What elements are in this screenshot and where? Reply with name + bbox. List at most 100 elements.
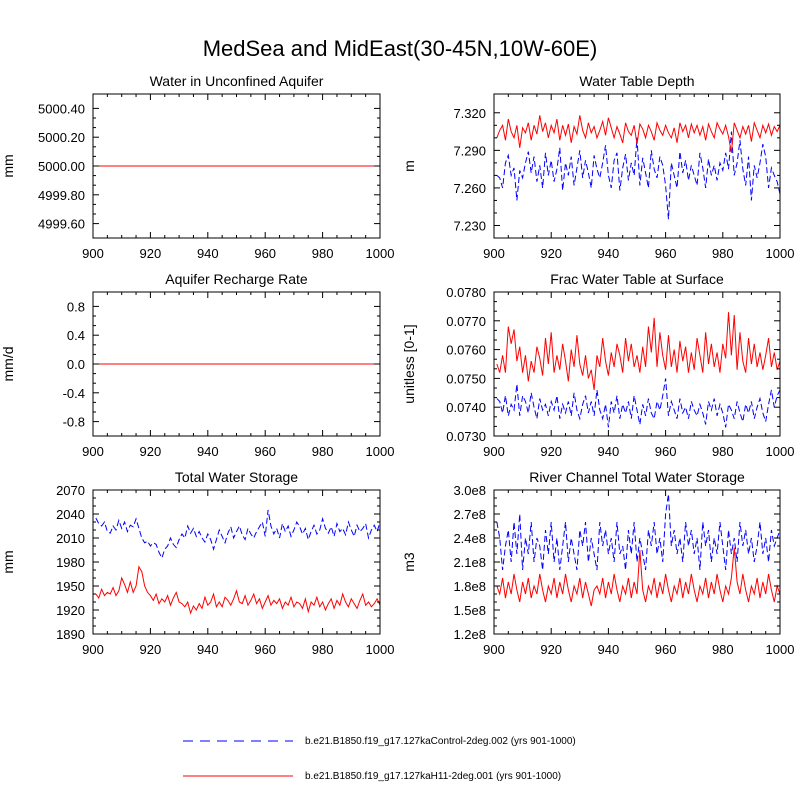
y-tick-label: 7.260 bbox=[453, 181, 486, 196]
x-tick-label: 940 bbox=[598, 642, 620, 657]
y-axis-label: m bbox=[401, 160, 417, 172]
y-tick-label: 0.0 bbox=[67, 357, 85, 372]
y-tick-label: 3.0e8 bbox=[453, 483, 486, 498]
x-tick-label: 920 bbox=[540, 642, 562, 657]
y-tick-label: 2.7e8 bbox=[453, 507, 486, 522]
legend-label-h11: b.e21.B1850.f19_g17.127kaH11-2deg.001 (y… bbox=[305, 771, 561, 782]
panel-title: Total Water Storage bbox=[175, 469, 298, 485]
x-tick-label: 980 bbox=[312, 246, 334, 261]
y-tick-label: 0.0740 bbox=[446, 400, 486, 415]
y-tick-label: 1890 bbox=[56, 627, 85, 642]
x-tick-label: 920 bbox=[140, 642, 162, 657]
series-line-h11 bbox=[496, 115, 781, 153]
plot-frame bbox=[92, 489, 381, 635]
panel-title: Water in Unconfined Aquifer bbox=[150, 73, 324, 89]
x-tick-label: 940 bbox=[598, 444, 620, 459]
x-tick-label: 940 bbox=[197, 246, 219, 261]
series-line-h11 bbox=[496, 312, 781, 390]
y-tick-label: 0.4 bbox=[67, 328, 85, 343]
x-tick-label: 940 bbox=[197, 642, 219, 657]
x-tick-label: 900 bbox=[483, 444, 505, 459]
y-tick-label: 7.290 bbox=[453, 143, 486, 158]
y-tick-label: 2070 bbox=[56, 483, 85, 498]
y-axis-label: unitless [0-1] bbox=[401, 324, 417, 403]
panel-title: River Channel Total Water Storage bbox=[529, 469, 745, 485]
x-tick-label: 960 bbox=[655, 444, 677, 459]
y-tick-label: 1980 bbox=[56, 555, 85, 570]
x-tick-label: 980 bbox=[712, 444, 734, 459]
y-tick-label: 0.0730 bbox=[446, 429, 486, 444]
y-tick-label: 2010 bbox=[56, 531, 85, 546]
series-line-h11 bbox=[496, 547, 781, 607]
y-tick-label: 7.230 bbox=[453, 218, 486, 233]
series-line-control bbox=[496, 378, 781, 428]
y-tick-label: 4999.80 bbox=[38, 188, 85, 203]
x-tick-label: 900 bbox=[483, 246, 505, 261]
series-line-control bbox=[496, 493, 781, 571]
series-line-h11 bbox=[95, 565, 381, 615]
y-tick-label: 2040 bbox=[56, 507, 85, 522]
chart-panel-p6: 900 920 940 960 980 1000 1.2e8 1.5e8 1.8e8 2.1e8 2… bbox=[401, 469, 794, 657]
x-tick-label: 940 bbox=[598, 246, 620, 261]
x-tick-label: 980 bbox=[312, 444, 334, 459]
y-tick-label: 0.0780 bbox=[446, 285, 486, 300]
x-tick-label: 1000 bbox=[766, 246, 795, 261]
x-tick-label: 900 bbox=[82, 246, 104, 261]
y-tick-label: 1950 bbox=[56, 579, 85, 594]
y-tick-label: 1.2e8 bbox=[453, 627, 486, 642]
y-tick-label: 7.320 bbox=[453, 106, 486, 121]
chart-panel-p4: 900 920 940 960 980 1000 0.0730 0.0740 0.0750 0.0… bbox=[401, 271, 794, 459]
plot-frame bbox=[493, 93, 781, 239]
y-tick-label: 1.5e8 bbox=[453, 603, 486, 618]
x-tick-label: 920 bbox=[540, 246, 562, 261]
panel-title: Aquifer Recharge Rate bbox=[165, 271, 308, 287]
y-tick-label: 4999.60 bbox=[38, 217, 85, 232]
series-line-control bbox=[496, 131, 781, 220]
y-tick-label: -0.4 bbox=[63, 386, 85, 401]
y-tick-label: -0.8 bbox=[63, 415, 85, 430]
x-tick-label: 980 bbox=[312, 642, 334, 657]
x-tick-label: 980 bbox=[712, 642, 734, 657]
y-tick-label: 2.1e8 bbox=[453, 555, 486, 570]
chart-panel-p3: 900 920 940 960 980 1000 -0.8 -0.4 0.0 0.4 0.8 Aqui… bbox=[0, 271, 394, 459]
x-tick-label: 920 bbox=[540, 444, 562, 459]
x-tick-label: 1000 bbox=[366, 444, 395, 459]
y-tick-label: 5000.00 bbox=[38, 159, 85, 174]
chart-panel-p1: 900 920 940 960 980 1000 4999.60 4999.80 5000.00… bbox=[0, 73, 394, 261]
y-axis-label: m3 bbox=[401, 552, 417, 572]
x-tick-label: 960 bbox=[254, 246, 276, 261]
x-tick-label: 920 bbox=[140, 444, 162, 459]
y-tick-label: 5000.40 bbox=[38, 101, 85, 116]
y-axis-label: mm/d bbox=[0, 347, 16, 382]
x-tick-label: 1000 bbox=[366, 642, 395, 657]
x-tick-label: 960 bbox=[254, 444, 276, 459]
chart-panel-p5: 900 920 940 960 980 1000 1890 1920 1950 1980 2010 2… bbox=[0, 469, 394, 657]
x-tick-label: 920 bbox=[140, 246, 162, 261]
y-tick-label: 0.0760 bbox=[446, 343, 486, 358]
y-tick-label: 2.4e8 bbox=[453, 531, 486, 546]
x-tick-label: 900 bbox=[82, 444, 104, 459]
series-line-control bbox=[95, 509, 381, 560]
x-tick-label: 960 bbox=[655, 246, 677, 261]
panel-title: Frac Water Table at Surface bbox=[550, 271, 724, 287]
chart-panel-p2: 900 920 940 960 980 1000 7.230 7.260 7.290 7.320 W… bbox=[401, 73, 794, 261]
y-axis-label: mm bbox=[0, 154, 16, 177]
figure-title: MedSea and MidEast(30-45N,10W-60E) bbox=[203, 36, 598, 61]
y-tick-label: 0.8 bbox=[67, 299, 85, 314]
x-tick-label: 980 bbox=[712, 246, 734, 261]
x-tick-label: 1000 bbox=[766, 642, 795, 657]
x-tick-label: 900 bbox=[82, 642, 104, 657]
legend-label-control: b.e21.B1850.f19_g17.127kaControl-2deg.00… bbox=[305, 736, 576, 747]
y-axis-label: mm bbox=[0, 550, 16, 573]
x-tick-label: 1000 bbox=[766, 444, 795, 459]
legend: b.e21.B1850.f19_g17.127kaControl-2deg.00… bbox=[183, 736, 576, 782]
x-tick-label: 960 bbox=[655, 642, 677, 657]
y-tick-label: 0.0770 bbox=[446, 314, 486, 329]
x-tick-label: 1000 bbox=[366, 246, 395, 261]
x-tick-label: 940 bbox=[197, 444, 219, 459]
y-tick-label: 1920 bbox=[56, 603, 85, 618]
panels: 900 920 940 960 980 1000 4999.60 4999.80 5000.00… bbox=[0, 73, 794, 657]
y-tick-label: 0.0750 bbox=[446, 371, 486, 386]
x-tick-label: 900 bbox=[483, 642, 505, 657]
